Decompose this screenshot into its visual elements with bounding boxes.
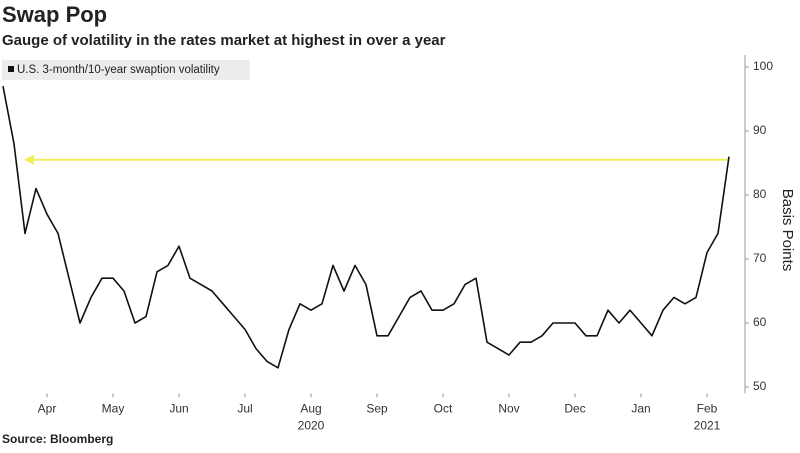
y-tick-label: 90 [753,123,767,137]
y-tick-label: 70 [753,251,767,265]
series-line [2,86,730,369]
chart-subtitle: Gauge of volatility in the rates market … [2,32,446,49]
y-axis-title: Basis Points [779,189,796,272]
x-tick-label: Nov [498,402,519,416]
x-tick-label: Jul [237,402,252,416]
source: Source: Bloomberg [2,432,113,446]
reference-arrow [24,154,34,165]
legend-box [2,60,250,80]
x-tick-label: Aug [300,402,321,416]
x-tick-label: Oct [434,402,453,416]
y-tick-label: 80 [753,187,767,201]
year-label: 2021 [694,419,721,433]
legend-swatch [8,66,14,72]
x-tick-label: Jun [169,402,188,416]
x-tick-label: May [102,402,125,416]
legend-label: U.S. 3-month/10-year swaption volatility [17,64,220,76]
x-tick-label: Apr [38,402,57,416]
x-tick-label: Feb [697,402,718,416]
year-label: 2020 [298,419,325,433]
x-tick-label: Sep [366,402,388,416]
y-tick-label: 100 [753,59,773,73]
x-tick-label: Jan [631,402,650,416]
chart-title: Swap Pop [2,2,107,27]
x-tick-label: Dec [564,402,585,416]
y-tick-label: 60 [753,315,767,329]
y-tick-label: 50 [753,379,767,393]
